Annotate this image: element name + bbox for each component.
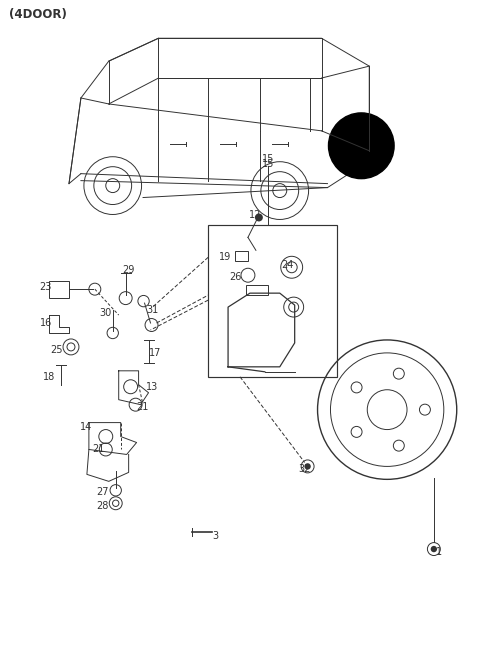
Bar [208,225,337,377]
Text: 15: 15 [262,154,274,164]
Text: 27: 27 [96,487,109,497]
Text: 25: 25 [50,345,62,355]
Text: 28: 28 [96,501,109,512]
Bar [246,285,268,295]
Text: 15: 15 [262,159,274,169]
Circle shape [431,546,437,552]
Text: 32: 32 [299,464,311,474]
Text: 14: 14 [80,422,92,432]
Circle shape [328,113,394,179]
Text: 23: 23 [39,282,51,292]
Text: 19: 19 [219,252,231,262]
Circle shape [255,214,263,221]
Text: 30: 30 [100,308,112,318]
Text: 17: 17 [149,348,162,358]
Text: 29: 29 [122,265,135,275]
Text: 21: 21 [93,445,105,455]
Text: 31: 31 [146,305,158,315]
Text: (4DOOR): (4DOOR) [9,9,67,22]
Text: 1: 1 [436,547,442,557]
Text: 21: 21 [136,402,149,411]
Bar [235,252,248,261]
Text: 18: 18 [43,372,55,382]
Text: 12: 12 [249,210,261,221]
Text: 3: 3 [212,531,218,541]
Bar [49,281,69,298]
Text: 16: 16 [40,318,52,328]
Text: 26: 26 [229,272,241,282]
Text: 24: 24 [282,260,294,271]
Text: 13: 13 [146,382,158,392]
Circle shape [304,463,311,470]
